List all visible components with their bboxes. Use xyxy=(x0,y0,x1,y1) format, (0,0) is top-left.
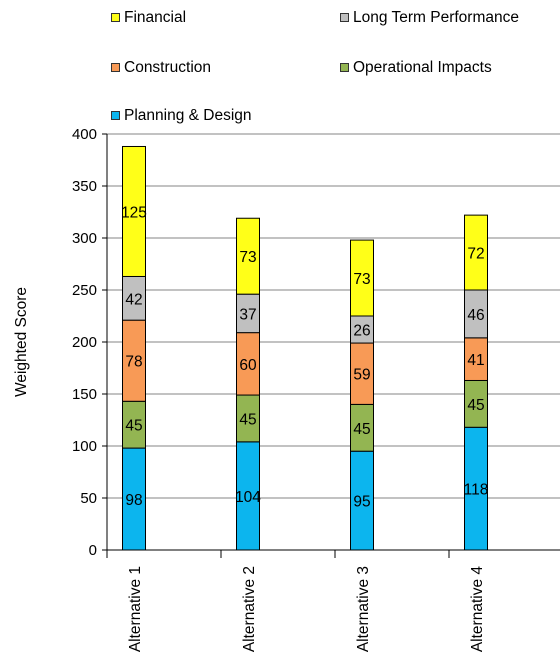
value-label-alternative-2-planning-design: 104 xyxy=(235,489,261,506)
x-tick-label-alternative-3: Alternative 3 xyxy=(355,566,372,652)
legend-item-long-term-performance: Long Term Performance xyxy=(340,10,519,26)
bar-alternative-1-financial xyxy=(122,145,146,277)
value-label-alternative-1-planning-design: 98 xyxy=(125,492,142,509)
value-label-alternative-1-financial: 125 xyxy=(121,204,147,221)
value-label-alternative-4-construction: 41 xyxy=(467,352,484,369)
value-label-alternative-3-long-term-performance: 26 xyxy=(353,323,370,340)
legend-label-operational-impacts: Operational Impacts xyxy=(353,59,492,76)
x-tick-label-alternative-1: Alternative 1 xyxy=(127,566,144,652)
value-label-alternative-1-operational-impacts: 45 xyxy=(125,418,142,435)
value-label-alternative-1-long-term-performance: 42 xyxy=(125,291,142,308)
x-tick-label-alternative-4: Alternative 4 xyxy=(469,566,486,653)
y-tick-label-350: 350 xyxy=(72,178,97,195)
bar-alternative-3-financial xyxy=(350,239,374,317)
value-label-alternative-4-financial: 72 xyxy=(467,246,484,263)
y-tick-label-50: 50 xyxy=(80,490,97,507)
value-label-alternative-3-planning-design: 95 xyxy=(353,494,370,511)
bar-alternative-4-financial xyxy=(464,214,488,291)
value-label-alternative-2-operational-impacts: 45 xyxy=(239,411,256,428)
legend-swatch-construction xyxy=(111,63,120,73)
legend-swatch-financial xyxy=(111,13,120,23)
legend-label-financial: Financial xyxy=(124,9,187,26)
legend-swatch-planning-design xyxy=(111,111,120,121)
legend-label-long-term-performance: Long Term Performance xyxy=(353,9,519,26)
y-tick-label-0: 0 xyxy=(89,542,97,559)
value-label-alternative-2-financial: 73 xyxy=(239,249,256,266)
value-label-alternative-3-construction: 59 xyxy=(353,367,370,384)
value-label-alternative-2-construction: 60 xyxy=(239,357,257,374)
y-tick-label-300: 300 xyxy=(72,230,97,247)
legend-item-operational-impacts: Operational Impacts xyxy=(340,60,492,76)
y-tick-label-200: 200 xyxy=(72,334,97,351)
value-label-alternative-2-long-term-performance: 37 xyxy=(239,306,256,323)
y-tick-label-150: 150 xyxy=(72,386,97,403)
value-label-alternative-4-operational-impacts: 45 xyxy=(467,397,484,414)
value-label-alternative-4-long-term-performance: 46 xyxy=(467,307,484,324)
value-label-alternative-1-construction: 78 xyxy=(125,354,142,371)
legend-item-planning-design: Planning & Design xyxy=(111,108,252,124)
legend-label-planning-design: Planning & Design xyxy=(124,107,252,124)
x-tick-label-alternative-2: Alternative 2 xyxy=(241,566,258,652)
y-tick-label-250: 250 xyxy=(72,282,97,299)
value-label-alternative-3-financial: 73 xyxy=(353,271,370,288)
y-tick-label-100: 100 xyxy=(72,438,97,455)
y-tick-label-400: 400 xyxy=(72,126,97,143)
legend-item-construction: Construction xyxy=(111,60,211,76)
legend-item-financial: Financial xyxy=(111,10,186,26)
value-label-alternative-4-planning-design: 118 xyxy=(464,482,489,499)
legend-swatch-long-term-performance xyxy=(340,13,349,23)
value-label-alternative-3-operational-impacts: 45 xyxy=(353,421,370,438)
legend-label-construction: Construction xyxy=(124,59,212,76)
legend-swatch-operational-impacts xyxy=(340,63,349,73)
bar-alternative-2-financial xyxy=(236,217,260,295)
y-axis-title: Weighted Score xyxy=(13,287,30,397)
